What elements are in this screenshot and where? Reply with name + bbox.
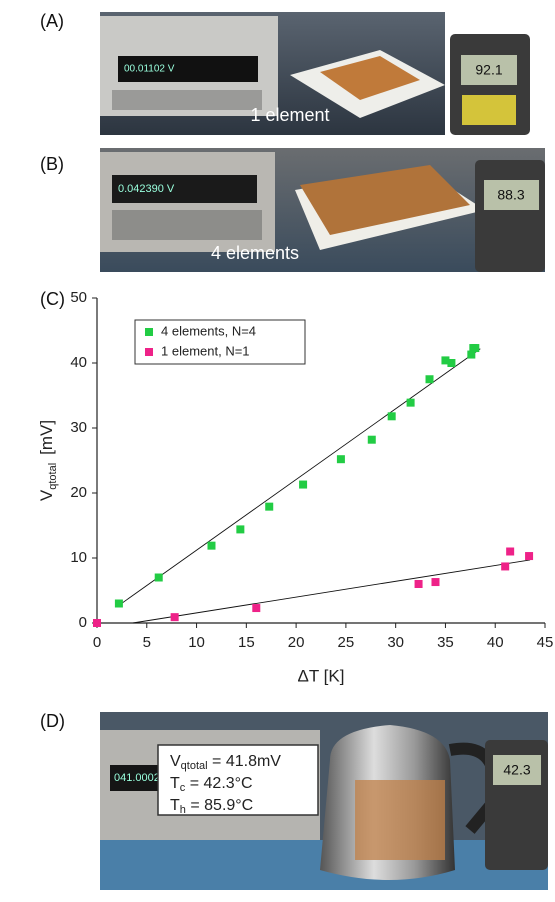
photo-b	[100, 148, 545, 272]
photo-overlay: 4 elements	[211, 243, 299, 263]
meter-reading: 42.3	[503, 762, 530, 778]
point	[471, 344, 479, 352]
point	[426, 375, 434, 383]
point	[171, 613, 179, 621]
point	[155, 574, 163, 582]
point	[388, 412, 396, 420]
x-tick-label: 10	[188, 634, 205, 651]
point	[501, 562, 509, 570]
value: = 41.8mV	[208, 753, 282, 770]
point	[252, 604, 260, 612]
point	[265, 503, 273, 511]
point	[236, 525, 244, 533]
symbol: V	[170, 753, 181, 770]
y-axis-title: Vqtotal [mV]	[37, 420, 58, 501]
y-tick-label: 0	[79, 614, 87, 631]
point	[431, 578, 439, 586]
point	[368, 436, 376, 444]
point	[506, 548, 514, 556]
point	[525, 552, 533, 560]
panel-label: (B)	[40, 154, 64, 174]
x-tick-label: 5	[143, 634, 151, 651]
fit-line	[133, 560, 530, 623]
point	[93, 619, 101, 627]
x-tick-label: 45	[537, 634, 554, 651]
y-tick-label: 50	[70, 289, 87, 306]
display-reading: 00.01102 V	[124, 64, 175, 75]
x-tick-label: 15	[238, 634, 255, 651]
x-tick-label: 35	[437, 634, 454, 651]
y-tick-label: 10	[70, 549, 87, 566]
panel-label: (A)	[40, 11, 64, 31]
symbol: T	[170, 775, 180, 792]
x-tick-label: 25	[338, 634, 355, 651]
y-tick-label: 30	[70, 419, 87, 436]
point	[337, 455, 345, 463]
x-tick-label: 0	[93, 634, 101, 651]
legend-swatch	[145, 328, 153, 336]
y-tick-label: 40	[70, 354, 87, 371]
point	[447, 359, 455, 367]
meter-reading: 88.3	[497, 187, 524, 203]
point	[207, 542, 215, 550]
symbol: T	[170, 797, 180, 814]
y-axis-subscript: qtotal	[47, 463, 59, 490]
y-axis-symbol: V	[37, 489, 56, 501]
legend-label: 1 element, N=1	[161, 343, 250, 358]
panel-label: (D)	[40, 711, 65, 731]
value: = 42.3°C	[185, 775, 252, 792]
chart: 0 5 10 15 20 25 30 35 40 45 0 10 20 30 40 50 ΔT [K] Vqtot…	[37, 289, 553, 686]
x-tick-label: 20	[288, 634, 305, 651]
x-tick-label: 30	[387, 634, 404, 651]
x-axis-title: ΔT [K]	[298, 666, 345, 685]
point	[115, 600, 123, 608]
fit-line	[117, 349, 480, 607]
panel-label: (C)	[40, 289, 65, 309]
value: = 85.9°C	[186, 797, 253, 814]
legend-label: 4 elements, N=4	[161, 323, 256, 338]
meter-reading: 92.1	[475, 62, 502, 78]
figure: (A) 00.01102 V 92.1 1 element (B) 0.0423…	[0, 0, 555, 902]
legend-swatch	[145, 348, 153, 356]
subscript: qtotal	[181, 760, 208, 772]
y-axis-unit: [mV]	[37, 420, 56, 455]
y-tick-label: 20	[70, 484, 87, 501]
x-tick-label: 40	[487, 634, 504, 651]
display-reading: 0.042390 V	[118, 183, 175, 195]
point	[415, 580, 423, 588]
point	[299, 481, 307, 489]
point	[407, 399, 415, 407]
photo-overlay: 1 element	[250, 105, 329, 125]
